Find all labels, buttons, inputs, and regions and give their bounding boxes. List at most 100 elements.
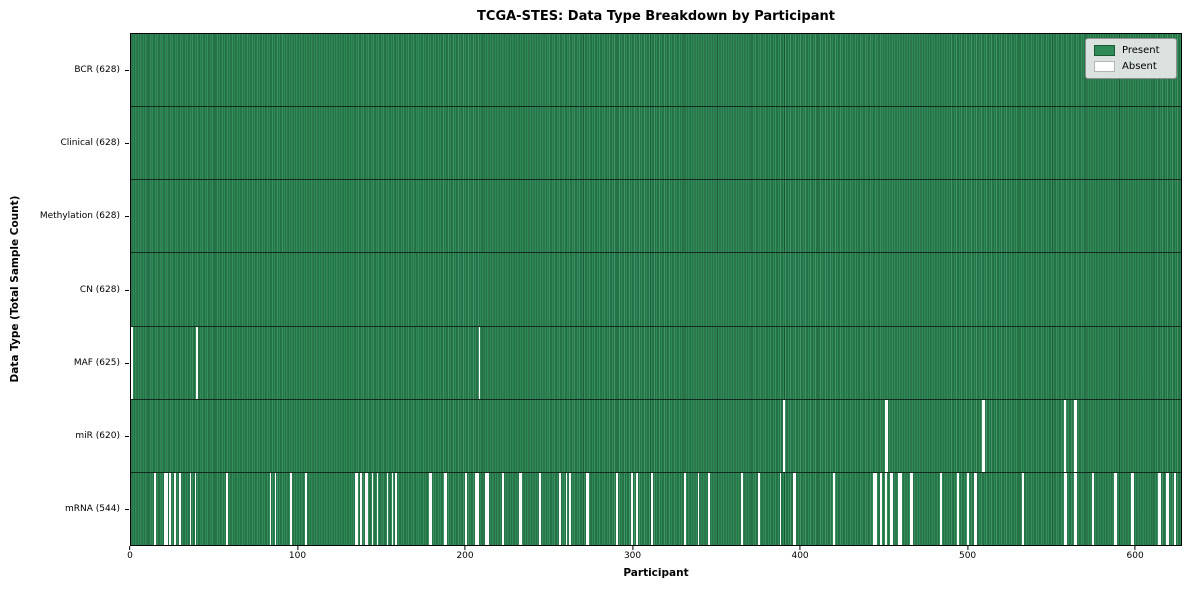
absent-cell [1065,472,1068,545]
absent-cell [386,472,389,545]
absent-cell [587,472,590,545]
absent-cell [131,326,133,399]
absent-cell [900,472,902,545]
x-tick-300: 300 [624,546,641,561]
legend-label-absent: Absent [1122,61,1157,72]
absent-cell [833,472,835,545]
absent-cell [650,472,653,545]
absent-cell [1115,472,1118,545]
absent-cell [630,472,633,545]
legend-item-present: Present [1094,45,1168,56]
absent-cell [1132,472,1135,545]
absent-cell [518,472,521,545]
absent-cell [365,472,367,545]
absent-cell [873,472,876,545]
absent-cell [886,399,889,472]
plot-area [130,33,1182,546]
absent-cell [890,472,892,545]
absent-cell [1157,472,1160,545]
y-tick-label-miR: miR (620) [75,431,129,442]
y-tick-label-Methylation: Methylation (628) [39,211,130,222]
absent-cell [226,472,228,545]
absent-cell [1174,472,1176,545]
heatmap-row-Clinical [131,106,1181,180]
absent-cell [1075,472,1078,545]
x-tick-label: 200 [456,551,474,561]
absent-cell [430,472,432,545]
absent-cell [559,472,561,545]
x-tick-label: 400 [791,551,809,561]
absent-cell [366,472,369,545]
absent-cell [174,472,177,545]
legend-item-absent: Absent [1094,61,1168,72]
y-tick-label-BCR: BCR (628) [74,64,129,75]
absent-cell [779,472,782,545]
absent-cell [376,472,379,545]
x-tick-mark [1134,546,1136,550]
absent-cell [1114,472,1116,545]
absent-cell [289,472,292,545]
absent-cell [783,399,785,472]
absent-cell [1063,472,1066,545]
y-tick-label-Clinical: Clinical (628) [60,137,129,148]
absent-cell [956,472,959,545]
heatmap-row-mRNA [131,471,1181,545]
absent-cell [1022,472,1024,545]
x-tick-100: 100 [289,546,306,561]
y-axis-tick-labels: BCR (628) Clinical (628) Methylation (628)… [0,33,130,546]
legend-label-present: Present [1122,45,1160,56]
absent-cell [164,472,167,545]
absent-cell [179,472,182,545]
absent-cell [304,472,307,545]
x-tick-200: 200 [456,546,474,561]
absent-cell [269,472,272,545]
heatmap-row-miR [131,398,1181,472]
absent-cell [585,472,588,545]
absent-cell [475,472,478,545]
x-tick-600: 600 [1127,546,1144,561]
absent-cell [982,399,984,472]
x-tick-label: 0 [127,551,133,561]
x-tick-400: 400 [791,546,809,561]
x-tick-label: 500 [958,551,977,561]
absent-cell [1073,399,1076,472]
heatmap-row-CN [131,252,1181,326]
absent-cell [274,472,277,545]
x-tick-mark [129,546,131,550]
x-tick-500: 500 [959,546,976,561]
absent-cell [635,472,638,545]
absent-cell [196,326,198,399]
absent-cell [891,472,894,545]
x-tick-mark [799,546,801,550]
absent-cell [741,472,743,545]
absent-cell [885,472,887,545]
x-tick-mark [632,546,634,550]
absent-cell [885,399,887,472]
absent-cell [1063,399,1066,472]
present-swatch-icon [1094,45,1115,56]
absent-cell [875,472,877,545]
absent-cell [973,472,976,545]
absent-cell [166,472,168,545]
absent-cell [1130,472,1133,545]
absent-cell [794,472,797,545]
absent-cell [1167,472,1170,545]
absent-cell [391,472,394,545]
absent-cell [465,472,468,545]
absent-cell [154,472,157,545]
absent-cell [395,472,397,545]
absent-cell [169,472,172,545]
absent-cell [1092,472,1095,545]
heatmap-row-MAF [131,325,1181,399]
absent-cell [487,472,489,545]
absent-cell [757,472,760,545]
absent-cell [194,472,197,545]
absent-cell [355,472,357,545]
absent-cell [1075,399,1078,472]
absent-cell [911,472,914,545]
absent-cell [477,472,479,545]
absent-cell [1073,472,1076,545]
x-tick-mark [967,546,969,550]
absent-cell [684,472,687,545]
